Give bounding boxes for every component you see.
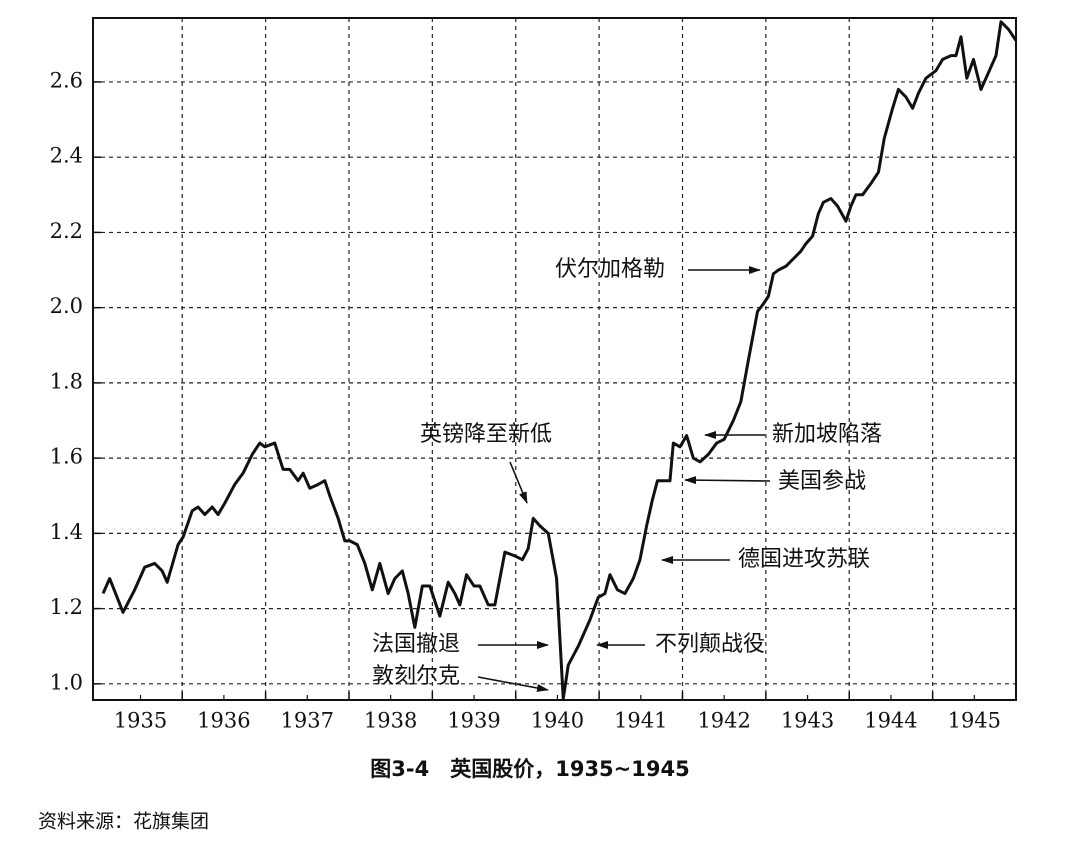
x-tick-label: 1943: [781, 709, 834, 733]
chart-title: 图3-4 英国股价，1935~1945: [370, 757, 689, 781]
x-tick-label: 1940: [531, 709, 584, 733]
plot-frame: [92, 17, 1017, 701]
y-tick-label: 2.2: [50, 219, 83, 243]
arrow: [684, 476, 771, 485]
annotation: 伏尔加格勒: [555, 257, 665, 282]
x-tick-label: 1938: [364, 709, 417, 733]
y-tick-label: 1.6: [50, 445, 83, 469]
annotation: 英镑降至新低: [420, 422, 552, 447]
x-tick-label: 1941: [614, 709, 667, 733]
x-tick-label: 1945: [948, 709, 1001, 733]
annotation: 法国撤退: [372, 632, 460, 657]
annotation: 敦刻尔克: [372, 664, 460, 689]
x-tick-label: 1942: [697, 709, 750, 733]
arrow: [509, 461, 528, 504]
annotation: 新加坡陷落: [772, 422, 882, 447]
x-tick-label: 1935: [114, 709, 167, 733]
y-tick-label: 1.4: [50, 520, 83, 544]
y-tick-label: 2.6: [50, 68, 83, 92]
y-tick-label: 2.4: [50, 144, 83, 168]
y-tick-label: 1.2: [50, 595, 83, 619]
annotation: 不列颠战役: [655, 632, 765, 657]
y-tick-label: 2.0: [50, 294, 83, 318]
y-tick-label: 1.0: [50, 670, 83, 694]
x-tick-label: 1937: [281, 709, 334, 733]
x-tick-label: 1939: [447, 709, 500, 733]
x-tick-label: 1936: [197, 709, 250, 733]
y-tick-label: 1.8: [50, 369, 83, 393]
annotation-arrows: [477, 266, 771, 692]
price-line: [101, 20, 1018, 701]
annotation: 德国进攻苏联: [738, 547, 870, 572]
annotation: 美国参战: [778, 469, 866, 494]
x-tick-label: 1944: [864, 709, 917, 733]
source-note: 资料来源：花旗集团: [38, 811, 209, 833]
